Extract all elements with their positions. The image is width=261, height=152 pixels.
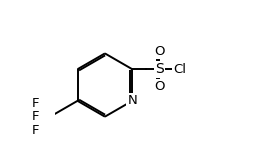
Text: O: O xyxy=(154,45,165,58)
Text: F: F xyxy=(31,110,39,123)
Text: O: O xyxy=(154,80,165,93)
Text: F: F xyxy=(31,97,39,110)
Text: N: N xyxy=(127,94,137,107)
Text: F: F xyxy=(31,124,39,137)
Text: Cl: Cl xyxy=(173,63,186,76)
Text: S: S xyxy=(155,62,164,76)
